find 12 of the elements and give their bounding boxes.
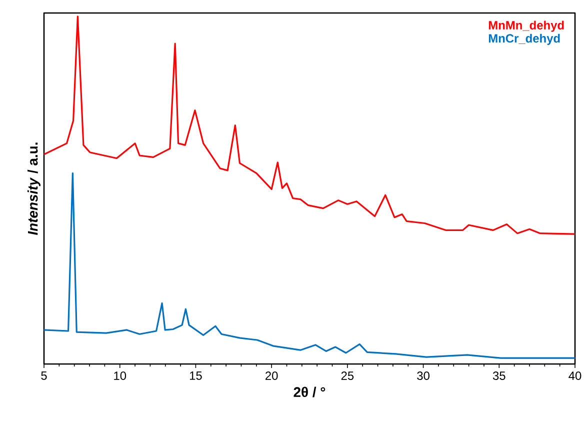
x-tick-label: 35 [492, 372, 506, 380]
x-tick-label: 20 [266, 372, 278, 380]
x-tick-label: 15 [190, 372, 202, 380]
y-axis-title: Intensity / a.u. [27, 142, 40, 236]
x-tick-label: 25 [341, 372, 354, 380]
x-tick-label: 5 [41, 372, 47, 380]
x-tick-label: 30 [417, 372, 430, 380]
text: MnMn_dehyd [488, 20, 564, 32]
x-axis-title: 2θ / ° [294, 386, 326, 398]
text: MnCr_dehyd [488, 34, 560, 45]
x-tick-label: 10 [114, 372, 126, 380]
x-tick-label: 40 [568, 372, 582, 380]
